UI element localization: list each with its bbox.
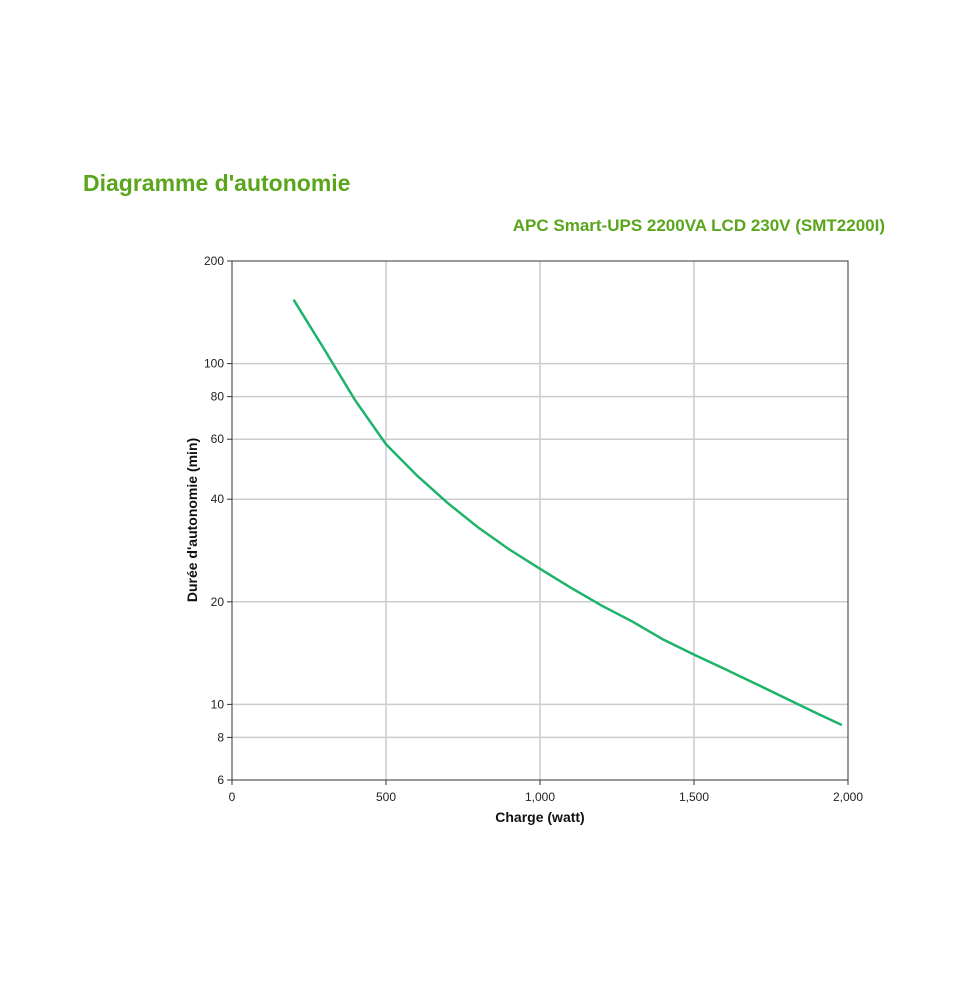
x-tick-label: 1,500: [679, 790, 709, 804]
y-tick-label: 10: [211, 697, 225, 711]
y-axis-title: Durée d'autonomie (min): [184, 438, 200, 602]
x-tick-label: 1,000: [525, 790, 555, 804]
data-line: [292, 299, 843, 727]
y-tick-label: 80: [211, 390, 225, 404]
y-tick-label: 6: [217, 773, 224, 787]
plot-frame: [231, 260, 849, 781]
x-tick-label: 2,000: [833, 790, 863, 804]
x-tick-label: 500: [376, 790, 396, 804]
y-tick-label: 8: [217, 730, 224, 744]
y-tick-label: 20: [211, 595, 225, 609]
x-axis-title: Charge (watt): [495, 809, 584, 825]
y-tick-label: 200: [204, 254, 224, 268]
x-tick-label: 0: [229, 790, 236, 804]
y-tick-label: 60: [211, 432, 225, 446]
chart-subtitle: APC Smart-UPS 2200VA LCD 230V (SMT2200I): [513, 216, 885, 235]
chart-title: Diagramme d'autonomie: [83, 170, 350, 196]
y-tick-label: 40: [211, 492, 225, 506]
y-tick-label: 100: [204, 357, 224, 371]
